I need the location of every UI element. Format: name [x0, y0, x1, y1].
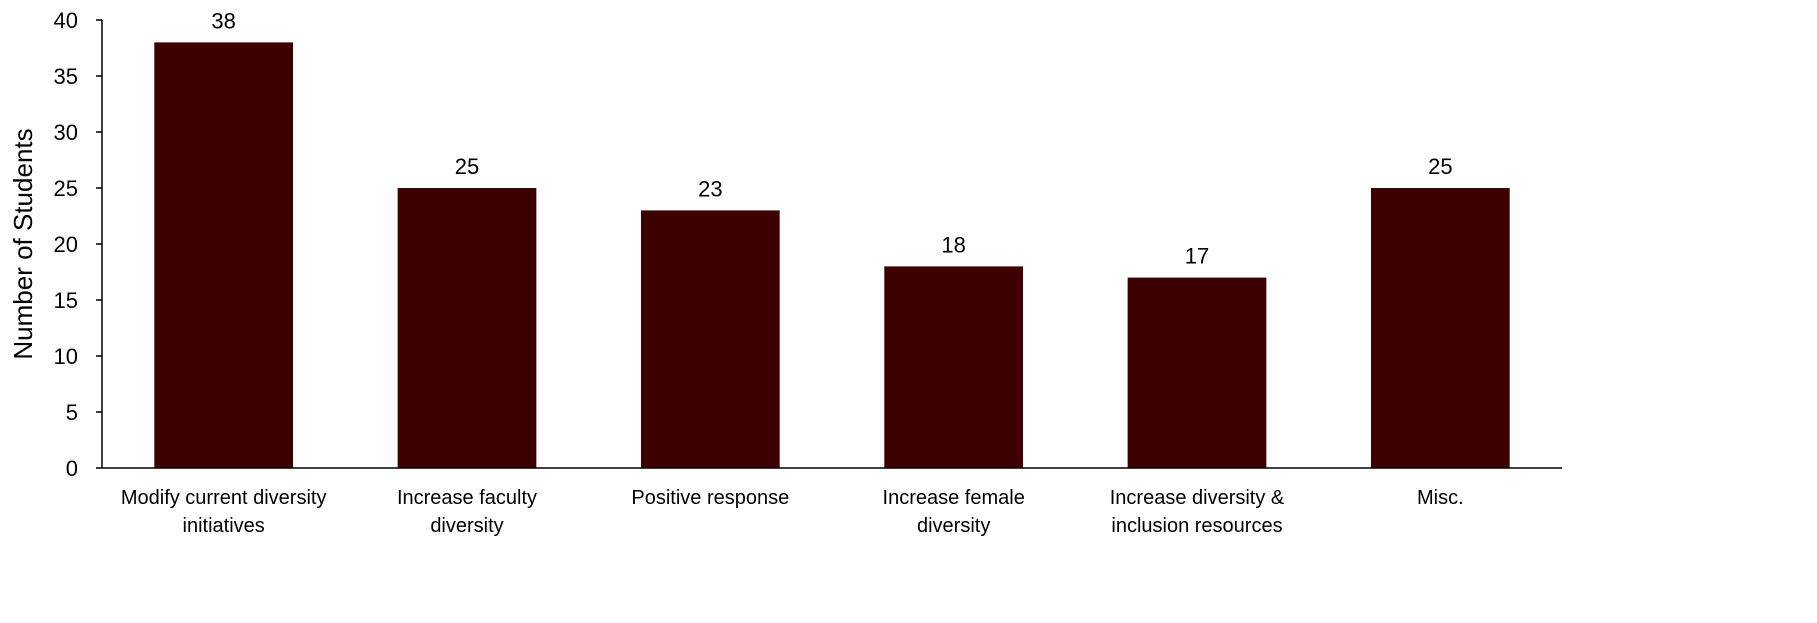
- bar: [154, 42, 294, 469]
- category-label-line: inclusion resources: [1111, 515, 1282, 537]
- chart: 0 5 10 15 20 25 30 35 40 38 25 23 18 17 25 Modify cur…: [8, 8, 1562, 537]
- y-tick-label: 35: [54, 64, 78, 89]
- y-tick-label: 25: [54, 176, 78, 201]
- category-label-line: diversity: [430, 515, 503, 537]
- category-label-line: Positive response: [631, 487, 789, 509]
- y-axis-title: Number of Students: [8, 128, 38, 359]
- category-label: Increase female diversity: [883, 487, 1025, 537]
- category-labels: Modify current diversity initiatives Incre…: [121, 487, 1464, 537]
- y-tick-label: 20: [54, 232, 78, 257]
- category-label-line: Increase diversity &: [1110, 487, 1285, 509]
- y-tick-label: 15: [54, 288, 78, 313]
- category-label-line: Increase female: [883, 487, 1025, 509]
- y-tick-label: 5: [66, 400, 78, 425]
- category-label: Positive response: [631, 487, 789, 509]
- data-label: 18: [941, 232, 965, 257]
- bar-chart: 0 5 10 15 20 25 30 35 40 38 25 23 18 17 25 Modify cur…: [8, 8, 1562, 537]
- category-label-line: Misc.: [1417, 487, 1464, 509]
- bar: [1370, 188, 1510, 468]
- category-label: Increase faculty diversity: [397, 487, 537, 537]
- data-labels: 38 25 23 18 17 25: [211, 8, 1452, 268]
- bar: [884, 266, 1024, 468]
- bars: [154, 42, 1510, 469]
- category-label: Misc.: [1417, 487, 1464, 509]
- bar: [1127, 277, 1267, 468]
- category-label: Increase diversity & inclusion resources: [1110, 487, 1285, 537]
- bar: [397, 188, 537, 468]
- data-label: 23: [698, 176, 722, 201]
- y-tick-label: 10: [54, 344, 78, 369]
- data-label: 38: [211, 8, 235, 33]
- category-label-line: initiatives: [183, 515, 265, 537]
- category-label-line: Increase faculty: [397, 487, 537, 509]
- data-label: 17: [1185, 244, 1209, 269]
- y-axis-ticks: 0 5 10 15 20 25 30 35 40: [54, 8, 102, 481]
- bar: [640, 210, 780, 468]
- y-tick-label: 0: [66, 456, 78, 481]
- y-tick-label: 30: [54, 120, 78, 145]
- category-label: Modify current diversity initiatives: [121, 487, 327, 537]
- category-label-line: Modify current diversity: [121, 487, 327, 509]
- category-label-line: diversity: [917, 515, 990, 537]
- data-label: 25: [455, 154, 479, 179]
- y-tick-label: 40: [54, 8, 78, 33]
- data-label: 25: [1428, 154, 1452, 179]
